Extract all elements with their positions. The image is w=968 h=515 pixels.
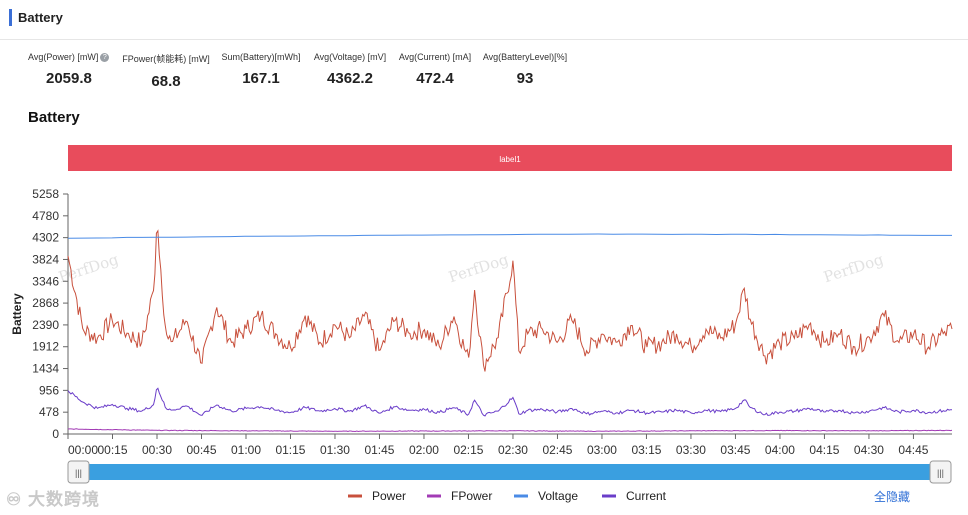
x-tick-label: 00:00 (68, 443, 98, 457)
panel-header: Battery (0, 0, 968, 40)
series-line-current (67, 387, 953, 417)
x-tick-label: 04:45 (898, 443, 928, 457)
x-tick-label: 03:45 (720, 443, 750, 457)
x-tick-label: 04:30 (854, 443, 884, 457)
series-line-voltage (67, 233, 952, 239)
y-tick-label: 1434 (32, 362, 59, 376)
x-tick-label: 01:00 (231, 443, 261, 457)
watermark-text: PerfDog (821, 250, 886, 286)
help-icon[interactable]: ? (100, 53, 110, 63)
hide-all-button[interactable]: 全隐藏 (874, 490, 911, 504)
stat-value: 93 (516, 70, 534, 87)
y-tick-label: 3824 (32, 252, 59, 266)
stat-avg-power: Avg(Power) [mW]? 2059.8 (28, 52, 138, 87)
label-band-text: label1 (499, 155, 521, 164)
legend-label-fpower[interactable]: FPower (451, 489, 492, 503)
y-tick-label: 2868 (32, 296, 59, 310)
x-tick-label: 02:00 (409, 443, 439, 457)
y-tick-label: 0 (52, 427, 59, 441)
x-tick-label: 04:00 (765, 443, 795, 457)
legend-label-current[interactable]: Current (626, 489, 667, 503)
y-tick-label: 4780 (32, 209, 59, 223)
series-line-power (67, 229, 953, 372)
x-tick-label: 03:30 (676, 443, 706, 457)
stat-label: Avg(BatteryLevel)[%] (482, 52, 568, 62)
logo-mark-icon: ♾ (6, 490, 23, 509)
stat-value: 167.1 (242, 70, 280, 87)
x-tick-label: 02:45 (542, 443, 572, 457)
panel-title: Battery (18, 10, 63, 25)
stat-value: 4362.2 (327, 70, 373, 87)
stat-avg-voltage: Avg(Voltage) [mV] 4362.2 (300, 52, 400, 87)
stat-label: Sum(Battery)[mWh] (221, 52, 301, 62)
x-tick-label: 04:15 (809, 443, 839, 457)
x-tick-label: 01:30 (320, 443, 350, 457)
x-tick-label: 02:30 (498, 443, 528, 457)
stats-row: Avg(Power) [mW]? 2059.8 FPower(帧能耗) [mW]… (0, 52, 968, 102)
x-tick-label: 01:45 (364, 443, 394, 457)
y-tick-label: 2390 (32, 318, 59, 332)
x-tick-label: 02:15 (453, 443, 483, 457)
y-tick-label: 956 (39, 383, 59, 397)
stat-label: FPower(帧能耗) [mW] (122, 54, 210, 64)
x-tick-label: 01:15 (275, 443, 305, 457)
stat-value: 68.8 (151, 73, 181, 90)
x-tick-label: 00:45 (186, 443, 216, 457)
range-slider-track[interactable] (73, 464, 945, 480)
stat-sum-battery: Sum(Battery)[mWh] 167.1 (211, 52, 311, 87)
y-tick-label: 4302 (32, 231, 59, 245)
x-tick-label: 00:15 (97, 443, 127, 457)
stat-avg-current: Avg(Current) [mA] 472.4 (385, 52, 485, 87)
y-axis-label: Battery (10, 293, 24, 335)
x-tick-label: 03:00 (587, 443, 617, 457)
label-band (68, 145, 952, 171)
y-tick-label: 3346 (32, 274, 59, 288)
x-tick-label: 03:15 (631, 443, 661, 457)
logo-text: 大数跨境 (27, 490, 100, 509)
grip-icon: ||| (75, 468, 82, 478)
stat-label: Avg(Power) [mW] (28, 52, 99, 62)
chart-title: Battery (28, 109, 80, 126)
legend-label-voltage[interactable]: Voltage (538, 489, 578, 503)
range-slider-right-handle[interactable] (929, 460, 952, 484)
stat-value: 2059.8 (46, 70, 92, 88)
stat-fpower: FPower(帧能耗) [mW] 68.8 (116, 52, 216, 90)
panel-accent-bar (9, 9, 12, 26)
legend-label-power[interactable]: Power (372, 489, 406, 503)
watermark-text: PerfDog (446, 250, 511, 286)
stat-avg-battery-level: Avg(BatteryLevel)[%] 93 (475, 52, 575, 87)
brand-logo: ♾ 大数跨境 (6, 485, 100, 510)
grip-icon: ||| (937, 468, 944, 478)
series-line-fpower (67, 428, 953, 433)
range-slider-left-handle[interactable] (67, 460, 90, 484)
stat-value: 472.4 (416, 70, 454, 87)
stat-label: Avg(Voltage) [mV] (313, 52, 387, 62)
y-tick-label: 1912 (32, 340, 59, 354)
y-tick-label: 5258 (32, 187, 59, 201)
y-tick-label: 478 (39, 405, 59, 419)
x-tick-label: 00:30 (142, 443, 172, 457)
stat-label: Avg(Current) [mA] (398, 52, 472, 62)
